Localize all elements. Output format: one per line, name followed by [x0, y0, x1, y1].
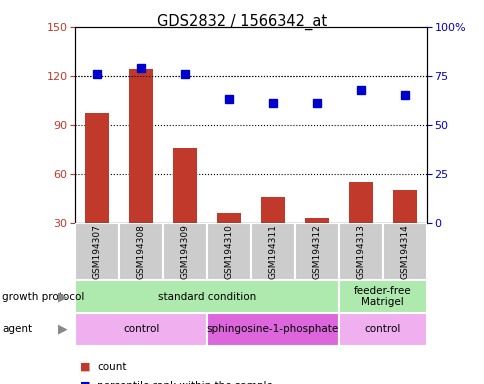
Text: GSM194312: GSM194312	[312, 224, 321, 279]
Text: GSM194313: GSM194313	[356, 224, 364, 279]
Text: agent: agent	[2, 324, 32, 334]
Bar	[119, 223, 163, 280]
Bar	[75, 280, 338, 313]
Bar	[216, 213, 241, 223]
Bar	[129, 70, 153, 223]
Bar	[338, 280, 426, 313]
Bar	[163, 223, 207, 280]
Text: GSM194307: GSM194307	[92, 224, 102, 279]
Bar	[260, 197, 285, 223]
Bar	[304, 218, 328, 223]
Bar	[392, 190, 416, 223]
Bar	[251, 223, 294, 280]
Bar	[338, 223, 382, 280]
Text: sphingosine-1-phosphate: sphingosine-1-phosphate	[206, 324, 338, 334]
Bar	[338, 313, 426, 346]
Text: GDS2832 / 1566342_at: GDS2832 / 1566342_at	[157, 13, 327, 30]
Bar	[207, 223, 251, 280]
Bar	[348, 182, 372, 223]
Text: feeder-free
Matrigel: feeder-free Matrigel	[353, 286, 411, 308]
Text: GSM194314: GSM194314	[399, 224, 408, 279]
Bar	[85, 113, 109, 223]
Bar	[382, 223, 426, 280]
Text: count: count	[97, 362, 126, 372]
Text: percentile rank within the sample: percentile rank within the sample	[97, 381, 272, 384]
Bar	[75, 223, 119, 280]
Text: GSM194309: GSM194309	[180, 224, 189, 279]
Text: GSM194308: GSM194308	[136, 224, 145, 279]
Bar	[294, 223, 338, 280]
Text: control: control	[364, 324, 400, 334]
Text: GSM194310: GSM194310	[224, 224, 233, 279]
Text: ■: ■	[80, 381, 91, 384]
Text: control: control	[122, 324, 159, 334]
Text: standard condition: standard condition	[158, 291, 256, 302]
Text: GSM194311: GSM194311	[268, 224, 277, 279]
Bar	[173, 148, 197, 223]
Bar	[75, 313, 207, 346]
Text: growth protocol: growth protocol	[2, 291, 85, 302]
Bar	[207, 313, 338, 346]
Text: ■: ■	[80, 362, 91, 372]
Text: ▶: ▶	[58, 290, 68, 303]
Text: ▶: ▶	[58, 323, 68, 336]
